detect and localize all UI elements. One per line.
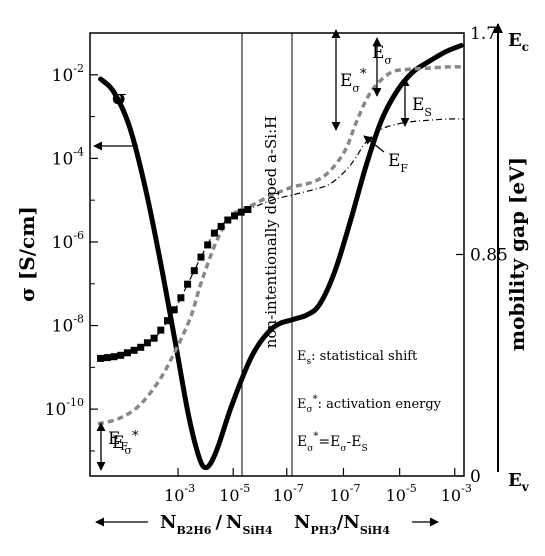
series-fermi-level-marker [137,343,145,351]
series-fermi-level-marker [157,326,165,334]
left-axis-tick-label: 10-4 [52,145,84,169]
series-fermi-level-marker [237,208,245,216]
ef-right-arrow [363,135,385,153]
x-axis-label-left: NB2H6/NSiH4 [160,512,273,537]
series-fermi-level-marker [224,216,232,224]
series-fermi-level-marker [210,229,218,237]
series-fermi-level-line [97,118,464,360]
series-sigma-line [98,43,464,471]
series-fermi-level-marker [164,317,171,325]
x-axis-tick-label: 10-3 [164,482,195,505]
series-fermi-level-marker [117,351,125,359]
series-fermi-level-marker [177,294,185,302]
right-axis-tick-label: 0.85 [470,246,508,266]
series-fermi-level-marker [244,206,252,213]
series-fermi-level-marker [110,353,118,361]
x-axis-tick-label: 10-5 [386,482,417,505]
x-axis-tick-label: 10-7 [273,482,304,505]
es-label: ES [412,95,432,119]
left-axis-tick-label: 10-8 [52,313,84,337]
series-grey-dashed-line [97,65,464,426]
legend-line-activation-energy: Eσ*: activation energy [297,394,442,415]
legend-line-statistical-shift: Es: statistical shift [297,349,418,367]
series-fermi-level-marker [123,349,131,357]
series-fermi-level-marker [217,222,225,230]
left-axis-tick-label: 10-10 [45,396,84,420]
esigma-star-top-label: Eσ* [340,67,367,95]
x-axis-tick-label: 10-3 [441,482,472,505]
left-axis-tick-label: 10-2 [52,62,84,86]
ev-label: Ev [508,470,530,494]
esigma-top-label: Eσ [372,43,392,67]
series-fermi-level-marker [143,339,151,347]
sigma-curve-label: σ [112,85,127,109]
series-fermi-level-marker [204,241,212,249]
series-fermi-level-marker [130,346,138,354]
left-axis-tick-label: 10-6 [52,229,84,253]
x-axis-label-right: NPH3/NSiH4 [294,512,390,537]
ec-label: Ec [508,30,529,54]
y-axis-left-label: σ [S/cm] [15,206,39,302]
ef-left-label: EF [108,429,128,453]
right-axis-tick-label: 1.7 [470,24,497,44]
series-fermi-level-marker [103,354,111,362]
legend-line-formula: Eσ*=Eσ-ES [297,431,368,454]
y-axis-right-label: mobility gap [eV] [505,157,529,351]
series-fermi-level-marker [231,212,238,220]
series-fermi-level-marker [190,267,198,275]
series-fermi-level-marker [150,334,158,342]
region-label: non-intentionally doped a-Si:H [262,116,280,348]
series-fermi-level-marker [97,354,105,362]
esigma-star-left-label: Eσ* [112,429,139,457]
ef-right-label: EF [388,151,408,175]
series-fermi-level-marker [184,280,192,288]
series-fermi-level-marker [170,306,178,314]
series-fermi-level-marker [197,253,205,261]
right-axis-tick-label: 0 [470,467,481,487]
x-axis-tick-label: 10-5 [219,482,250,505]
x-axis-tick-label: 10-7 [329,482,360,505]
